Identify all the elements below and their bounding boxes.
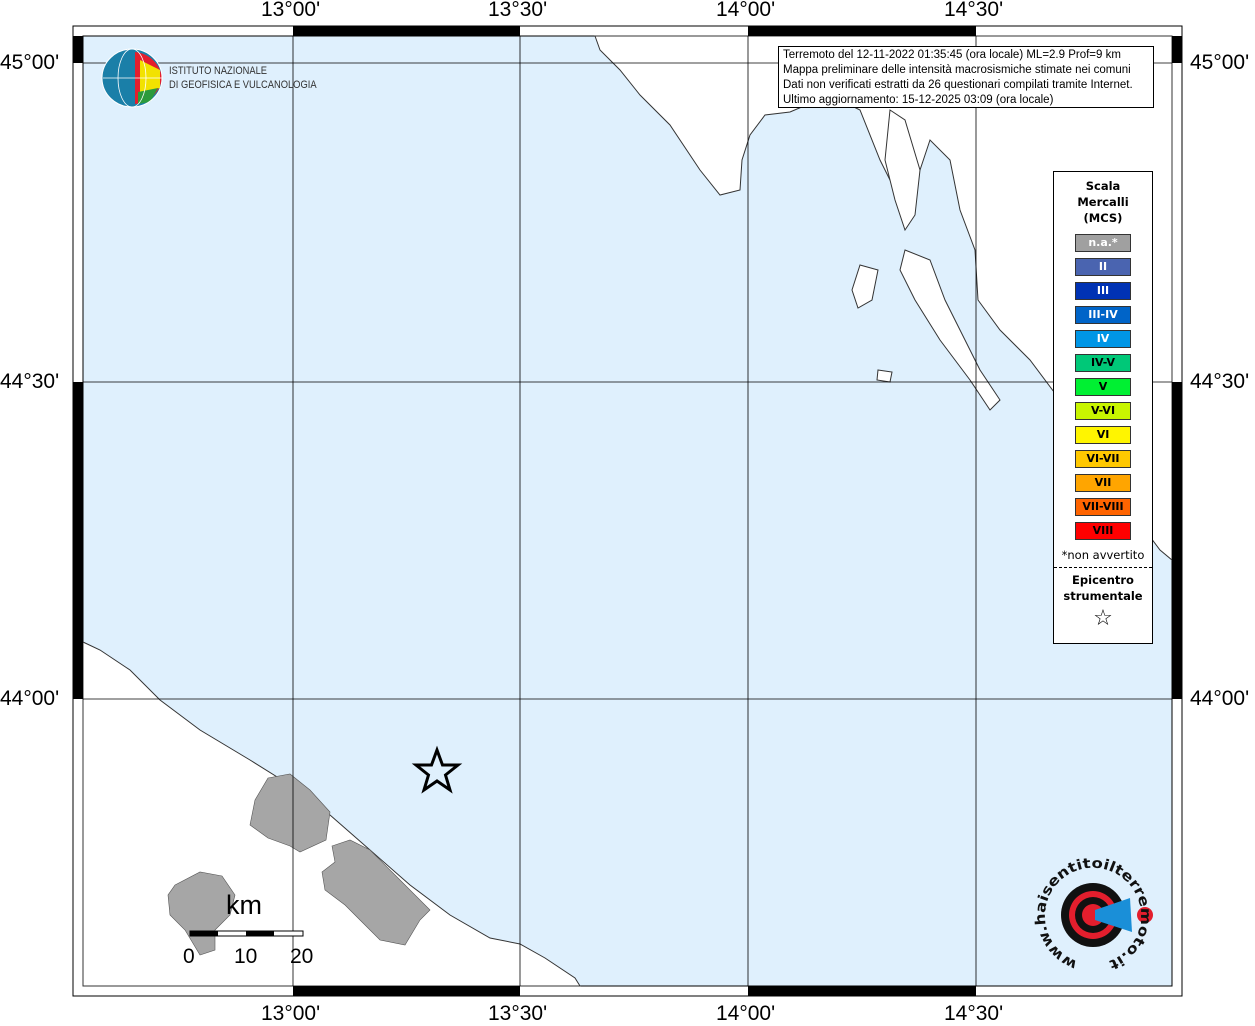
lon-tick-top: 13°30' [488,0,548,21]
info-line: Ultimo aggiornamento: 15-12-2025 03:09 (… [783,94,1054,106]
legend-swatch: VI [1075,426,1131,444]
island [899,249,1001,411]
event-info-box: Terremoto del 12-11-2022 01:35:45 (ora l… [778,46,1154,108]
lat-tick-right: 45°00' [1190,51,1250,74]
legend-swatch: IV-V [1075,354,1131,372]
legend-swatch: V [1075,378,1131,396]
lon-tick-bottom: 13°30' [488,1002,548,1025]
epicenter-legend-title: Epicentro strumentale [1054,572,1152,604]
info-line: Mappa preliminare delle intensità macros… [783,64,1131,76]
ingv-logo-text: ISTITUTO NAZIONALE DI GEOFISICA E VULCAN… [169,64,317,92]
lat-tick-left: 45°00' [0,51,60,74]
legend-swatch: IV [1075,330,1131,348]
lon-tick-top: 13°00' [261,0,321,21]
legend-swatches: n.a.* II III III-IV IV IV-V V V-VI VI VI-VII VII VI… [1054,234,1152,540]
mcs-legend: Scala Mercalli (MCS) n.a.* II III III-IV IV I… [1053,171,1153,644]
legend-title-line: strumentale [1063,589,1143,603]
legend-swatch: n.a.* [1075,234,1131,252]
felt-area [167,871,236,956]
lat-tick-right: 44°30' [1190,370,1250,393]
logo-line: DI GEOFISICA E VULCANOLOGIA [169,79,317,91]
scale-bar [189,930,304,937]
lon-tick-top: 14°30' [944,0,1004,21]
divider [1054,567,1152,568]
legend-title-line: Epicentro [1072,573,1134,587]
scale-label: 10 [234,945,258,968]
legend-note: *non avvertito [1061,548,1145,562]
legend-title-line: Scala [1085,179,1121,193]
legend-swatch: VII [1075,474,1131,492]
legend-swatch: VIII [1075,522,1131,540]
lon-tick-bottom: 13°00' [261,1002,321,1025]
legend-swatch: III-IV [1075,306,1131,324]
logo-line: ISTITUTO NAZIONALE [169,65,268,77]
map-frame [73,26,1182,996]
lon-tick-bottom: 14°00' [716,1002,776,1025]
legend-title: Scala Mercalli (MCS) [1054,178,1152,226]
scale-unit: km [226,890,262,920]
scale-label: 20 [290,945,314,968]
legend-swatch: III [1075,282,1131,300]
island [884,109,921,232]
ingv-logo-globe [101,48,163,108]
felt-area [249,773,331,853]
lat-tick-left: 44°00' [0,687,60,710]
info-line: Dati non verificati estratti da 26 quest… [783,79,1133,91]
star-icon: ☆ [1093,606,1113,631]
legend-title-line: (MCS) [1083,211,1123,225]
legend-title-line: Mercalli [1077,195,1129,209]
legend-swatch: VII-VIII [1075,498,1131,516]
lon-tick-bottom: 14°30' [944,1002,1004,1025]
lat-tick-right: 44°00' [1190,687,1250,710]
island [851,264,879,309]
island [876,369,893,383]
lat-tick-left: 44°30' [0,370,60,393]
legend-swatch: VI-VII [1075,450,1131,468]
info-line: Terremoto del 12-11-2022 01:35:45 (ora l… [783,49,1121,61]
epicenter-star-icon[interactable] [411,745,463,794]
legend-swatch: V-VI [1075,402,1131,420]
legend-swatch: II [1075,258,1131,276]
scale-label: 0 [183,945,195,968]
lon-tick-top: 14°00' [716,0,776,21]
felt-area [321,839,431,946]
